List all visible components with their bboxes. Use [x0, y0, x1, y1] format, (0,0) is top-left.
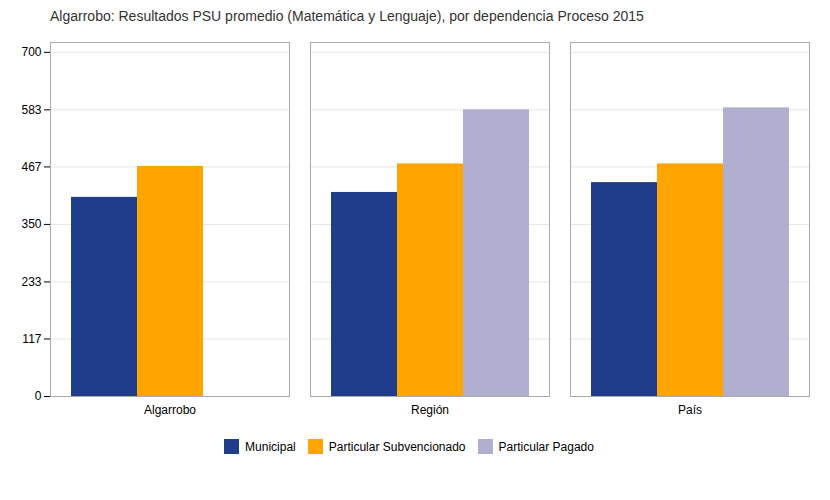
svg-text:583: 583: [21, 103, 41, 117]
html-text:Particular Subvencionado: Particular Subvencionado: [328, 439, 466, 454]
html-text:Municipal: Municipal: [245, 439, 296, 454]
svg-text:Algarrobo: Algarrobo: [144, 403, 196, 417]
svg-text:117: 117: [22, 332, 41, 346]
svg-text:País: País: [678, 403, 702, 417]
svg-text:0: 0: [35, 389, 42, 403]
svg-text:350: 350: [21, 217, 41, 231]
svg-text:233: 233: [21, 275, 41, 289]
svg-text:Región: Región: [411, 403, 449, 417]
html-text:Algarrobo: Resultados PSU prom: Algarrobo: Resultados PSU promedio (Mate…: [50, 8, 644, 24]
svg-text:700: 700: [21, 45, 41, 59]
svg-text:467: 467: [21, 160, 41, 174]
html-text:Particular Pagado: Particular Pagado: [498, 439, 594, 454]
